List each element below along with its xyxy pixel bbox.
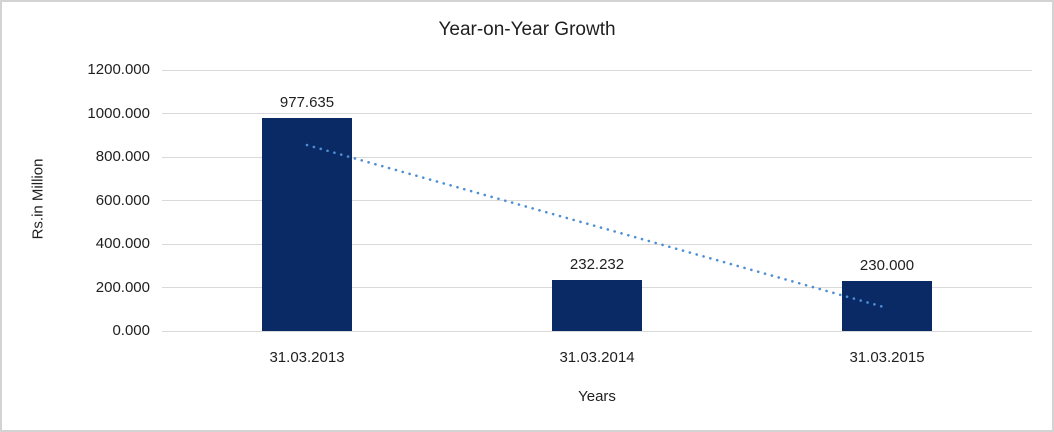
gridline [162, 113, 1032, 114]
y-tick-label: 1200.000 [87, 61, 150, 78]
y-tick-label: 1000.000 [87, 104, 150, 122]
y-tick-label: 600.000 [95, 191, 150, 209]
gridline [162, 69, 1032, 71]
data-label: 977.635 [279, 94, 335, 112]
y-tick-label: 400.000 [95, 235, 150, 252]
x-tick-label: 31.03.2013 [269, 349, 345, 366]
data-label: 230.000 [859, 256, 915, 274]
gridline [162, 330, 1032, 332]
y-tick-label: 200.000 [95, 278, 150, 296]
x-axis-title: Years [578, 388, 616, 405]
y-tick-label: 0.000 [112, 322, 150, 339]
x-tick-label: 31.03.2015 [849, 349, 925, 366]
y-tick-label: 800.000 [95, 148, 150, 165]
chart-title: Year-on-Year Growth [438, 19, 616, 40]
data-label: 232.232 [569, 256, 625, 274]
x-tick-label: 31.03.2014 [559, 349, 635, 366]
bar [552, 280, 642, 331]
bar [262, 118, 352, 331]
bar [842, 280, 932, 331]
